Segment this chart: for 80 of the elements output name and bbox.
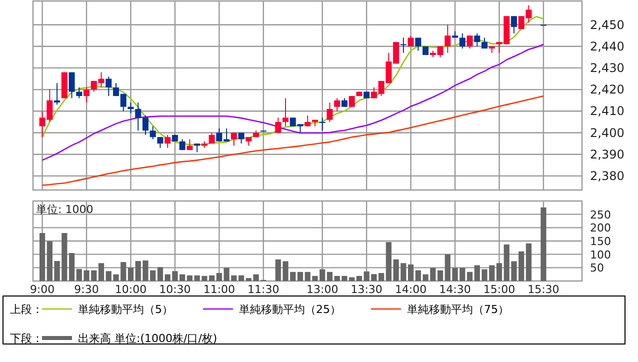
legend-title: 下段： (10, 332, 43, 345)
y-tick-label: 2,380 (590, 168, 624, 183)
candlestick (135, 102, 142, 132)
x-tick-label: 13:30 (350, 283, 382, 296)
x-tick-label: 13:00 (306, 283, 338, 296)
bar (209, 275, 215, 281)
bar (186, 275, 192, 281)
candlestick (68, 72, 75, 99)
candlestick (334, 98, 340, 112)
candlestick (275, 117, 282, 134)
y-tick-label: 200 (590, 222, 611, 235)
candlestick (444, 24, 451, 54)
bar (216, 273, 222, 281)
x-tick-label: 11:00 (203, 283, 236, 296)
x-tick-label: 15:00 (483, 283, 516, 296)
y-tick-label: 50 (590, 262, 604, 275)
y-tick-label: 150 (590, 235, 611, 248)
legend-label: 単純移動平均（75） (407, 303, 509, 316)
candlestick (54, 82, 60, 106)
bar (40, 233, 46, 281)
legend-label: 単純移動平均（25） (239, 303, 341, 316)
candlestick (142, 114, 148, 136)
candlestick (466, 35, 473, 50)
candlestick (230, 132, 237, 146)
y-tick-label: 250 (590, 208, 611, 222)
candlestick (304, 114, 311, 127)
candlestick (400, 37, 406, 54)
x-tick-label: 10:30 (159, 283, 191, 296)
legend-label: 出来高 単位:(1000株/口/枚) (78, 332, 218, 345)
x-tick-label: 14:00 (394, 283, 427, 296)
bar (238, 275, 244, 281)
candlestick (157, 136, 164, 148)
x-tick-label: 15:30 (528, 283, 560, 296)
candlestick (319, 117, 326, 132)
y-tick-label: 2,420 (590, 82, 624, 97)
bar (496, 263, 502, 281)
bar (386, 242, 392, 281)
legend-title: 上段： (10, 303, 43, 316)
annotation: 単位: 1000 (36, 203, 94, 216)
candlestick (415, 37, 422, 52)
bar (68, 253, 75, 281)
bar (540, 207, 546, 281)
candlestick (128, 102, 134, 114)
candlestick (326, 102, 333, 122)
bar (437, 270, 444, 281)
y-tick-label: 2,410 (590, 104, 624, 118)
bar (356, 276, 362, 281)
bar (128, 268, 134, 281)
legend-label: 単純移動平均（5） (78, 303, 173, 316)
candlestick (282, 98, 289, 127)
x-tick-label: 9:00 (30, 283, 55, 296)
bar (466, 272, 473, 281)
candlestick (459, 32, 466, 50)
x-tick-label: 11:30 (248, 283, 280, 296)
y-tick-label: 2,390 (590, 147, 624, 162)
x-tick-label: 10:00 (114, 283, 147, 296)
line-series (42, 95, 544, 186)
bar (408, 264, 414, 281)
y-tick-label: 100 (590, 248, 611, 262)
candlestick (348, 96, 355, 108)
bar (98, 263, 104, 281)
x-tick-label: 14:30 (439, 283, 471, 296)
y-tick-label: 2,400 (590, 126, 624, 140)
x-tick-label: 9:30 (74, 283, 99, 296)
bar (297, 272, 304, 281)
y-tick-label: 2,450 (590, 18, 624, 32)
y-tick-label: 2,430 (590, 60, 624, 75)
bar (326, 272, 333, 281)
candlestick (84, 86, 90, 104)
bar (526, 243, 532, 281)
candlestick (76, 86, 82, 99)
bar (157, 267, 164, 281)
candlestick (150, 126, 156, 140)
candlestick (164, 134, 171, 148)
y-tick-label: 2,440 (590, 39, 624, 54)
candlestick (408, 35, 414, 47)
line-series (42, 44, 544, 161)
candlestick (106, 76, 112, 97)
candlestick (474, 32, 480, 47)
candlestick (510, 16, 517, 34)
